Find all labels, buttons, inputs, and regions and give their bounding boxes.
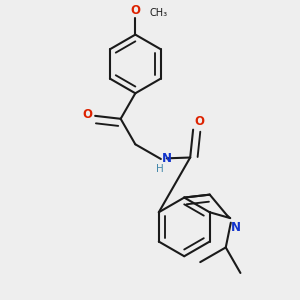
Text: N: N (162, 152, 172, 165)
Text: O: O (195, 115, 205, 128)
Text: N: N (231, 221, 241, 234)
Text: O: O (82, 108, 92, 122)
Text: O: O (130, 4, 140, 17)
Text: H: H (156, 164, 164, 174)
Text: CH₃: CH₃ (149, 8, 167, 18)
